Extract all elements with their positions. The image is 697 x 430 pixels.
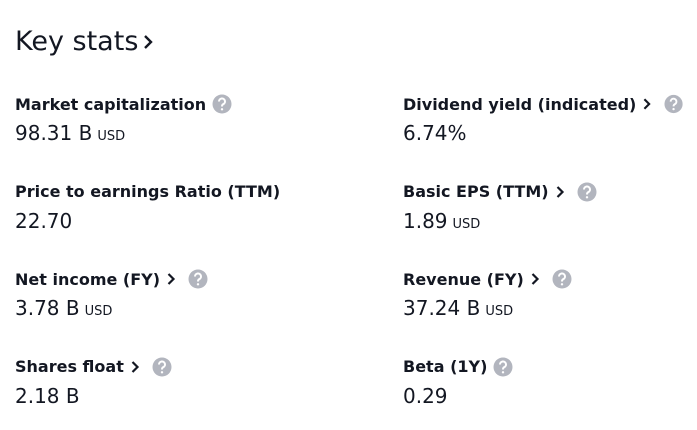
help-icon[interactable]	[577, 182, 597, 202]
stat-value-row: 6.74%	[403, 121, 683, 149]
help-icon[interactable]	[188, 269, 208, 289]
stat-unit: USD	[485, 304, 514, 319]
stat-label: Shares float	[15, 357, 124, 376]
stat-label: Basic EPS (TTM)	[403, 182, 549, 201]
stat-value-row: 3.78 B USD	[15, 296, 295, 324]
stat-label: Price to earnings Ratio (TTM)	[15, 182, 281, 201]
stat-value-row: 98.31 B USD	[15, 121, 295, 149]
stat-value-row: 0.29	[403, 384, 683, 412]
chevron-icon	[531, 273, 539, 285]
stat-unit: USD	[452, 216, 481, 232]
stat-label: Revenue (FY)	[403, 269, 524, 289]
stat-value: 1.89	[403, 208, 448, 233]
help-icon[interactable]	[664, 94, 683, 114]
stat-label-row[interactable]: Price to earnings Ratio (TTM)	[15, 180, 295, 204]
stat-value-row: 1.89 USD	[403, 209, 683, 237]
help-icon[interactable]	[152, 357, 172, 377]
stat-value-row: 22.70	[15, 209, 295, 237]
stat-label-row[interactable]: Shares float	[15, 355, 295, 379]
stat-value: 6.74%	[403, 121, 467, 145]
help-icon[interactable]	[212, 94, 232, 114]
stat-value: 3.78 B	[15, 296, 80, 320]
help-icon[interactable]	[552, 269, 572, 289]
stat-item: Market capitalization 98.31 B USD	[15, 92, 295, 149]
stat-item: Dividend yield (indicated) 6.74%	[403, 92, 683, 149]
stat-value-row: 2.18 B	[15, 384, 295, 412]
stat-label: Dividend yield (indicated)	[403, 94, 637, 114]
chevron-icon	[131, 360, 139, 373]
stat-item: Net income (FY) 3.78 B USD	[15, 267, 295, 324]
stat-value: 98.31 B	[15, 121, 93, 145]
chevron-icon	[144, 34, 154, 49]
chevron-icon	[556, 185, 564, 198]
stat-label-row[interactable]: Net income (FY)	[15, 267, 295, 291]
stat-label-row[interactable]: Dividend yield (indicated)	[403, 92, 683, 116]
stat-label-row[interactable]: Basic EPS (TTM)	[403, 180, 683, 204]
stat-label: Net income (FY)	[15, 269, 161, 289]
chevron-icon	[643, 98, 651, 110]
stat-label: Market capitalization	[15, 94, 207, 114]
section-header[interactable]: Key stats	[15, 26, 154, 57]
stat-value: 2.18 B	[15, 383, 80, 408]
stat-label: Beta (1Y)	[403, 357, 488, 376]
stat-unit: USD	[97, 129, 126, 144]
stat-label-row: Beta (1Y)	[403, 355, 683, 379]
help-icon[interactable]	[493, 357, 513, 377]
stat-item: Shares float 2.18 B	[15, 355, 295, 412]
stat-unit: USD	[84, 304, 113, 319]
stat-item: Revenue (FY) 37.24 B USD	[403, 267, 683, 324]
stat-item: Beta (1Y) 0.29	[403, 355, 683, 412]
chevron-icon	[167, 273, 176, 285]
stat-item: Basic EPS (TTM) 1.89 USD	[403, 180, 683, 237]
stat-label-row[interactable]: Revenue (FY)	[403, 267, 683, 291]
stat-value: 22.70	[15, 208, 73, 233]
stat-value-row: 37.24 B USD	[403, 296, 683, 324]
stat-value: 0.29	[403, 383, 448, 408]
section-title: Key stats	[15, 26, 139, 57]
stat-item: Price to earnings Ratio (TTM) 22.70	[15, 180, 295, 237]
stat-value: 37.24 B	[403, 296, 481, 320]
stat-label-row: Market capitalization	[15, 92, 295, 116]
